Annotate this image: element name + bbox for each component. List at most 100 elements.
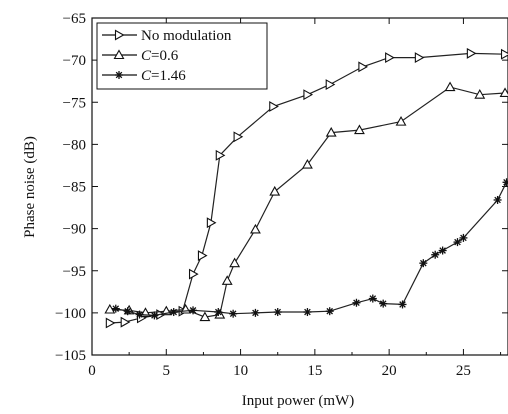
legend-label-text: =0.6 bbox=[151, 48, 179, 64]
star-stroke bbox=[214, 308, 222, 316]
y-tick-label: −65 bbox=[63, 11, 86, 27]
data-point-no-modulation bbox=[233, 131, 244, 143]
data-point-c-1-46 bbox=[303, 308, 312, 317]
legend-label-italic: C bbox=[141, 48, 152, 64]
star-stroke bbox=[460, 234, 467, 242]
data-point-c-0-6 bbox=[444, 81, 456, 92]
series-c-1-46 bbox=[111, 178, 508, 320]
legend-label: No modulation bbox=[141, 28, 232, 44]
data-point-no-modulation bbox=[206, 217, 217, 229]
data-point-c-0-6 bbox=[269, 185, 281, 196]
y-tick-label: −105 bbox=[55, 348, 86, 364]
y-tick-label: −80 bbox=[63, 137, 86, 153]
data-point-c-0-6 bbox=[229, 257, 241, 268]
x-tick-label: 10 bbox=[233, 363, 248, 379]
x-tick-label: 20 bbox=[382, 363, 397, 379]
data-point-no-modulation bbox=[385, 52, 395, 64]
data-point-no-modulation bbox=[303, 89, 314, 101]
data-point-no-modulation bbox=[120, 316, 131, 328]
data-point-c-1-46 bbox=[229, 309, 238, 318]
data-point-c-0-6 bbox=[353, 124, 365, 135]
data-point-c-1-46 bbox=[123, 307, 132, 316]
data-point-no-modulation bbox=[269, 101, 279, 112]
data-point-c-1-46 bbox=[169, 308, 178, 317]
star-stroke bbox=[115, 71, 123, 79]
legend-label: C=1.46 bbox=[141, 68, 186, 84]
data-point-c-0-6 bbox=[395, 116, 407, 126]
star-stroke bbox=[369, 295, 377, 302]
data-point-c-0-6 bbox=[249, 223, 261, 234]
star-stroke bbox=[454, 238, 461, 246]
data-point-c-1-46 bbox=[368, 294, 377, 303]
data-point-c-1-46 bbox=[325, 307, 334, 316]
x-tick-label: 0 bbox=[88, 363, 96, 379]
data-point-no-modulation bbox=[188, 268, 199, 280]
legend-label-text: =1.46 bbox=[151, 68, 186, 84]
data-point-c-1-46 bbox=[150, 311, 159, 320]
data-point-no-modulation bbox=[105, 317, 116, 329]
data-point-c-1-46 bbox=[459, 233, 468, 242]
x-tick-label: 5 bbox=[163, 363, 171, 379]
data-point-c-1-46 bbox=[214, 308, 223, 317]
x-tick-label: 15 bbox=[307, 363, 322, 379]
data-point-c-0-6 bbox=[499, 87, 508, 98]
y-tick-label: −100 bbox=[55, 306, 86, 322]
legend-item-c-1-46: C=1.46 bbox=[102, 68, 186, 84]
data-point-c-1-46 bbox=[352, 298, 361, 307]
star-stroke bbox=[503, 179, 508, 186]
star-stroke bbox=[494, 196, 501, 204]
x-axis-label: Input power (mW) bbox=[242, 393, 354, 409]
data-point-c-1-46 bbox=[438, 246, 447, 255]
star-stroke bbox=[170, 308, 178, 316]
data-point-c-1-46 bbox=[135, 310, 144, 319]
star-stroke bbox=[189, 307, 197, 314]
legend-item-no-modulation: No modulation bbox=[102, 28, 232, 44]
star-stroke bbox=[420, 259, 427, 267]
data-point-c-1-46 bbox=[379, 299, 388, 308]
legend-marker bbox=[114, 29, 125, 41]
y-tick-label: −95 bbox=[63, 264, 86, 280]
data-point-no-modulation bbox=[197, 250, 208, 262]
legend-marker bbox=[115, 71, 123, 79]
star-stroke bbox=[229, 310, 237, 318]
data-point-c-1-46 bbox=[453, 238, 462, 247]
data-point-c-0-6 bbox=[221, 275, 233, 285]
legend-label-italic: C bbox=[141, 68, 152, 84]
data-point-c-1-46 bbox=[251, 308, 260, 317]
star-stroke bbox=[136, 311, 143, 318]
data-point-c-0-6 bbox=[199, 311, 211, 322]
star-stroke bbox=[124, 307, 131, 315]
star-stroke bbox=[326, 307, 334, 315]
star-stroke bbox=[439, 247, 446, 254]
y-axis-label: Phase noise (dB) bbox=[22, 136, 38, 238]
data-point-c-0-6 bbox=[301, 158, 313, 169]
data-point-no-modulation bbox=[215, 149, 226, 161]
data-point-no-modulation bbox=[466, 47, 477, 59]
data-point-c-1-46 bbox=[493, 195, 502, 204]
star-stroke bbox=[399, 301, 406, 308]
data-point-c-1-46 bbox=[398, 300, 407, 309]
data-point-no-modulation bbox=[358, 61, 369, 73]
star-stroke bbox=[353, 299, 360, 307]
star-stroke bbox=[252, 309, 259, 317]
series-c-0-6 bbox=[104, 81, 508, 322]
data-point-c-0-6 bbox=[474, 89, 486, 99]
star-stroke bbox=[151, 312, 158, 319]
data-point-c-1-46 bbox=[189, 306, 198, 315]
star-stroke bbox=[379, 300, 387, 307]
data-point-c-1-46 bbox=[419, 259, 428, 268]
series-layer bbox=[104, 47, 508, 329]
legend-item-c-0-6: C=0.6 bbox=[102, 48, 179, 64]
star-stroke bbox=[274, 308, 282, 316]
y-tick-label: −75 bbox=[63, 95, 86, 111]
data-point-c-1-46 bbox=[111, 304, 120, 313]
star-stroke bbox=[431, 251, 439, 259]
star-stroke bbox=[304, 308, 311, 316]
legend-box bbox=[96, 22, 268, 90]
data-point-c-1-46 bbox=[273, 308, 282, 317]
legend-label-text: No modulation bbox=[141, 28, 232, 44]
data-point-no-modulation bbox=[500, 48, 508, 60]
y-tick-label: −90 bbox=[63, 222, 86, 238]
